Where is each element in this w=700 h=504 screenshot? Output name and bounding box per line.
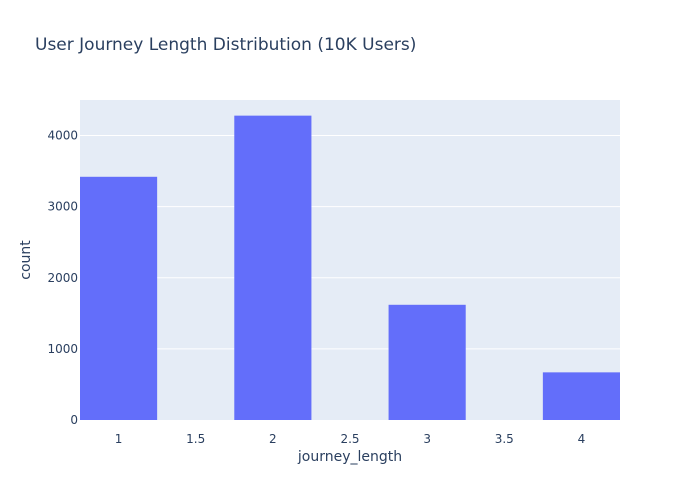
x-axis-ticks: 1 1.5 2 2.5 3 3.5 4 — [115, 432, 585, 446]
bar-journey-length-2 — [234, 115, 312, 421]
chart-title: User Journey Length Distribution (10K Us… — [35, 35, 416, 55]
x-tick-label-5: 3.5 — [495, 432, 514, 446]
y-tick-label-4: 4000 — [47, 129, 78, 143]
y-tick-label-1: 1000 — [47, 342, 78, 356]
bar-journey-length-4 — [542, 372, 620, 420]
y-tick-label-2: 2000 — [47, 271, 78, 285]
y-tick-label-0: 0 — [70, 413, 78, 427]
plot-area — [80, 100, 620, 420]
bar-journey-length-3 — [388, 304, 466, 420]
bar-journey-length-1 — [80, 176, 158, 420]
x-tick-label-4: 3 — [423, 432, 431, 446]
x-axis-title: journey_length — [297, 449, 402, 465]
x-tick-label-1: 1.5 — [186, 432, 205, 446]
y-axis-title: count — [18, 240, 34, 280]
x-tick-label-6: 4 — [578, 432, 586, 446]
gridlines — [80, 135, 620, 350]
x-tick-label-3: 2.5 — [340, 432, 359, 446]
y-axis-ticks: 0 1000 2000 3000 4000 — [47, 129, 78, 427]
bars — [80, 115, 620, 421]
x-tick-label-2: 2 — [269, 432, 277, 446]
x-tick-label-0: 1 — [115, 432, 123, 446]
y-tick-label-3: 3000 — [47, 200, 78, 214]
